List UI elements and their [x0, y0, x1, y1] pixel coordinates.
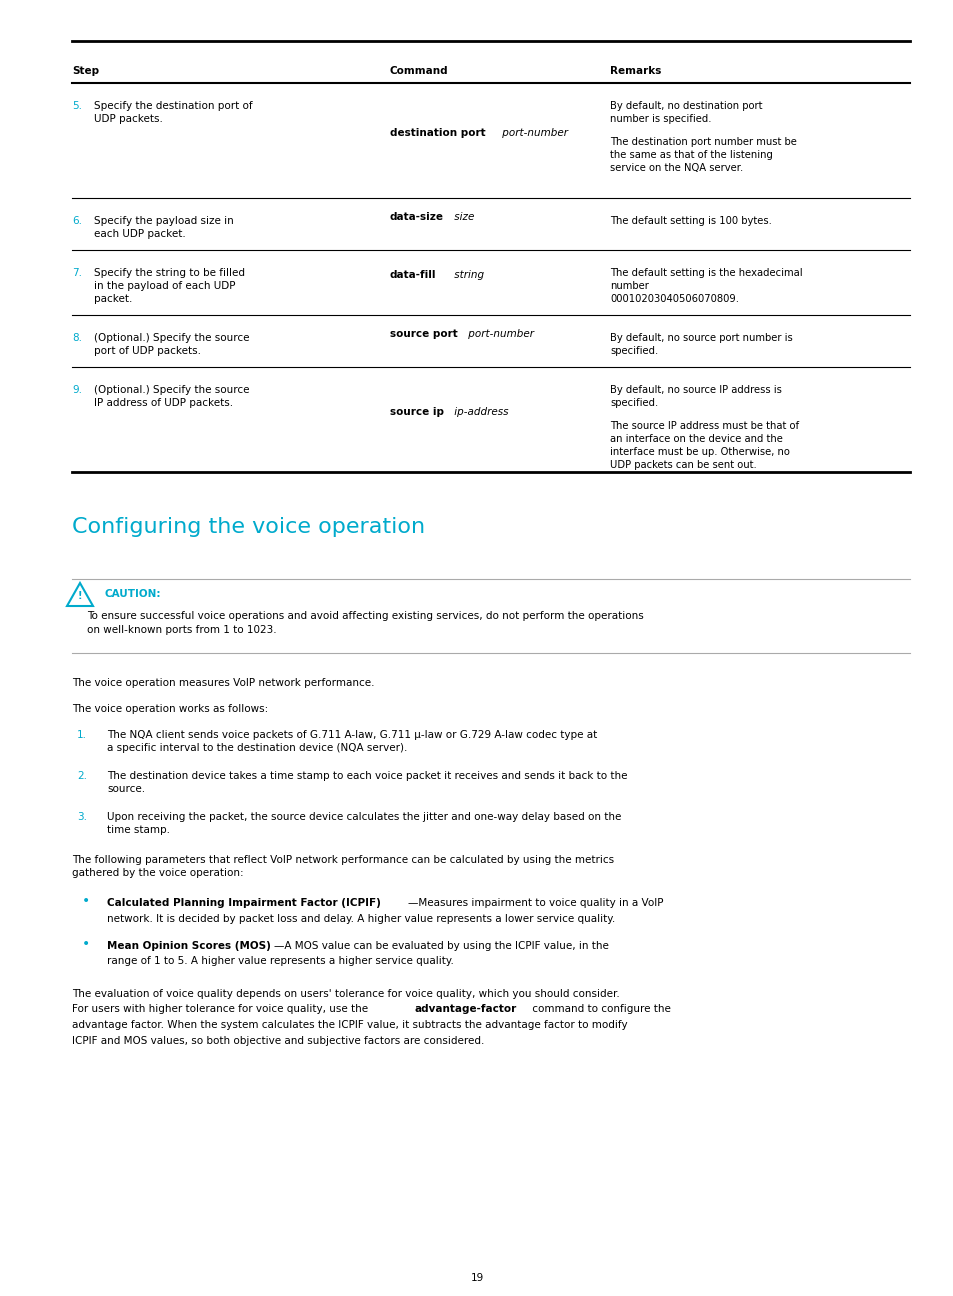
Text: The source IP address must be that of
an interface on the device and the
interfa: The source IP address must be that of an…: [609, 421, 799, 470]
Text: 2.: 2.: [77, 771, 87, 781]
Text: The following parameters that reflect VoIP network performance can be calculated: The following parameters that reflect Vo…: [71, 855, 614, 879]
Text: By default, no destination port
number is specified.: By default, no destination port number i…: [609, 101, 761, 124]
Text: advantage factor. When the system calculates the ICPIF value, it subtracts the a: advantage factor. When the system calcul…: [71, 1020, 627, 1030]
Text: 8.: 8.: [71, 333, 82, 343]
Text: 9.: 9.: [71, 385, 82, 395]
Text: data-fill: data-fill: [390, 271, 436, 280]
Text: The NQA client sends voice packets of G.711 A-law, G.711 μ-law or G.729 A-law co: The NQA client sends voice packets of G.…: [107, 730, 597, 753]
Text: —Measures impairment to voice quality in a VoIP: —Measures impairment to voice quality in…: [408, 898, 663, 908]
Text: By default, no source port number is
specified.: By default, no source port number is spe…: [609, 333, 792, 356]
Text: (Optional.) Specify the source
port of UDP packets.: (Optional.) Specify the source port of U…: [94, 333, 250, 356]
Text: •: •: [82, 937, 91, 951]
Text: To ensure successful voice operations and avoid affecting existing services, do : To ensure successful voice operations an…: [87, 610, 643, 635]
Text: Step: Step: [71, 66, 99, 76]
Text: The destination port number must be
the same as that of the listening
service on: The destination port number must be the …: [609, 136, 796, 172]
Text: The voice operation works as follows:: The voice operation works as follows:: [71, 704, 268, 714]
Text: (Optional.) Specify the source
IP address of UDP packets.: (Optional.) Specify the source IP addres…: [94, 385, 250, 408]
Text: source port: source port: [390, 329, 457, 340]
Text: ip-address: ip-address: [451, 407, 508, 417]
Text: 6.: 6.: [71, 216, 82, 226]
Text: 5.: 5.: [71, 101, 82, 111]
Text: size: size: [451, 213, 474, 222]
Text: command to configure the: command to configure the: [529, 1004, 671, 1015]
Text: !: !: [77, 591, 82, 601]
Text: •: •: [82, 894, 91, 908]
Text: The evaluation of voice quality depends on users' tolerance for voice quality, w: The evaluation of voice quality depends …: [71, 989, 619, 999]
Text: port-number: port-number: [498, 128, 567, 139]
Text: 1.: 1.: [77, 730, 87, 740]
Text: 7.: 7.: [71, 268, 82, 279]
Text: Mean Opinion Scores (MOS): Mean Opinion Scores (MOS): [107, 941, 271, 951]
Text: Specify the payload size in
each UDP packet.: Specify the payload size in each UDP pac…: [94, 216, 233, 240]
Text: Command: Command: [390, 66, 448, 76]
Text: port-number: port-number: [464, 329, 534, 340]
Text: Specify the string to be filled
in the payload of each UDP
packet.: Specify the string to be filled in the p…: [94, 268, 245, 305]
Text: The voice operation measures VoIP network performance.: The voice operation measures VoIP networ…: [71, 678, 375, 688]
Text: For users with higher tolerance for voice quality, use the: For users with higher tolerance for voic…: [71, 1004, 371, 1015]
Text: The default setting is the hexadecimal
number
00010203040506070809.: The default setting is the hexadecimal n…: [609, 268, 801, 305]
Text: Upon receiving the packet, the source device calculates the jitter and one-way d: Upon receiving the packet, the source de…: [107, 813, 620, 835]
Text: By default, no source IP address is
specified.: By default, no source IP address is spec…: [609, 385, 781, 408]
Text: data-size: data-size: [390, 213, 443, 222]
Text: source ip: source ip: [390, 407, 443, 417]
Text: Remarks: Remarks: [609, 66, 660, 76]
Text: 19: 19: [470, 1273, 483, 1283]
Text: ICPIF and MOS values, so both objective and subjective factors are considered.: ICPIF and MOS values, so both objective …: [71, 1036, 484, 1046]
Text: Specify the destination port of
UDP packets.: Specify the destination port of UDP pack…: [94, 101, 253, 124]
Text: The default setting is 100 bytes.: The default setting is 100 bytes.: [609, 216, 771, 226]
Text: advantage-factor: advantage-factor: [414, 1004, 516, 1015]
Text: CAUTION:: CAUTION:: [104, 588, 160, 599]
Text: 3.: 3.: [77, 813, 87, 822]
Text: Configuring the voice operation: Configuring the voice operation: [71, 517, 425, 537]
Text: —A MOS value can be evaluated by using the ICPIF value, in the: —A MOS value can be evaluated by using t…: [274, 941, 609, 951]
Text: string: string: [451, 271, 484, 280]
Text: network. It is decided by packet loss and delay. A higher value represents a low: network. It is decided by packet loss an…: [107, 914, 615, 924]
Text: The destination device takes a time stamp to each voice packet it receives and s: The destination device takes a time stam…: [107, 771, 627, 794]
Text: Calculated Planning Impairment Factor (ICPIF): Calculated Planning Impairment Factor (I…: [107, 898, 380, 908]
Text: destination port: destination port: [390, 128, 485, 139]
Text: range of 1 to 5. A higher value represents a higher service quality.: range of 1 to 5. A higher value represen…: [107, 956, 454, 967]
